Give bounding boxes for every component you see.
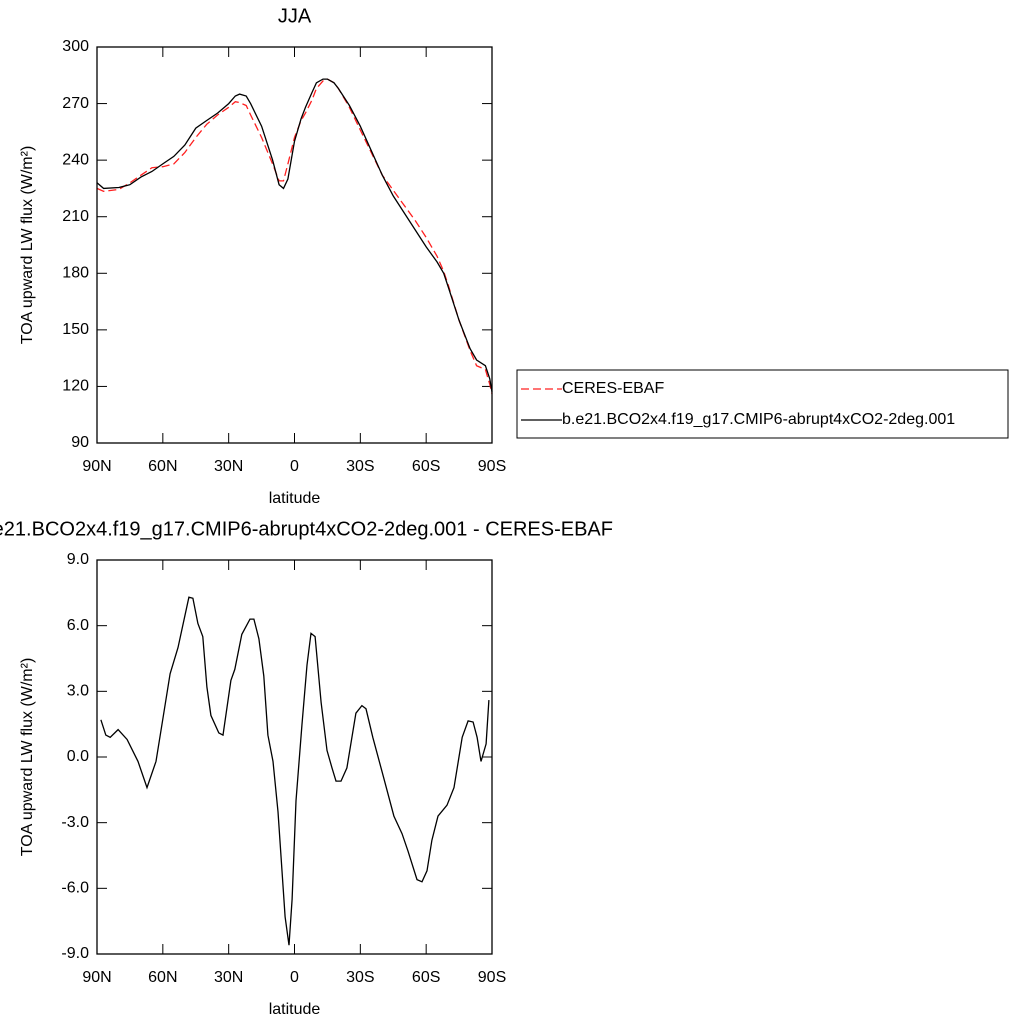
y-tick-label: 240	[62, 151, 89, 168]
x-tick-label: 30S	[346, 458, 374, 475]
plot-frame	[96, 559, 493, 955]
x-tick-label: 60N	[148, 969, 177, 986]
plot-frame	[96, 46, 493, 444]
x-tick-label: 60N	[148, 458, 177, 475]
y-tick-label: 210	[62, 208, 89, 225]
y-tick-label: 9.0	[67, 551, 89, 568]
x-tick-label: 0	[290, 969, 299, 986]
y-axis-label: TOA upward LW flux (W/m²)	[19, 658, 36, 857]
legend-label: CERES-EBAF	[562, 380, 664, 397]
x-tick-label: 90S	[478, 458, 506, 475]
y-tick-label: 0.0	[67, 748, 89, 765]
y-tick-label: 3.0	[67, 683, 89, 700]
x-axis-label: latitude	[269, 490, 321, 507]
data-line	[96, 78, 493, 395]
x-tick-label: 30N	[214, 458, 243, 475]
chart-title: JJA	[278, 5, 312, 27]
y-tick-label: 300	[62, 38, 89, 55]
y-tick-label: -9.0	[61, 945, 89, 962]
x-axis-label: latitude	[269, 1001, 321, 1018]
x-tick-label: 90N	[82, 458, 111, 475]
x-tick-label: 30N	[214, 969, 243, 986]
y-tick-label: 150	[62, 321, 89, 338]
x-tick-label: 30S	[346, 969, 374, 986]
x-tick-label: 90S	[478, 969, 506, 986]
y-tick-label: -6.0	[61, 880, 89, 897]
y-axis-label: TOA upward LW flux (W/m²)	[19, 146, 36, 345]
data-line	[100, 596, 490, 946]
x-tick-label: 90N	[82, 969, 111, 986]
x-tick-label: 60S	[412, 458, 440, 475]
y-tick-label: 6.0	[67, 617, 89, 634]
legend-label: b.e21.BCO2x4.f19_g17.CMIP6-abrupt4xCO2-2…	[562, 411, 955, 428]
y-tick-label: 270	[62, 95, 89, 112]
y-tick-label: 90	[71, 434, 89, 451]
data-line	[96, 78, 493, 393]
chart-title: b.e21.BCO2x4.f19_g17.CMIP6-abrupt4xCO2-2…	[0, 518, 613, 540]
x-tick-label: 60S	[412, 969, 440, 986]
y-tick-label: -3.0	[61, 814, 89, 831]
y-tick-label: 120	[62, 378, 89, 395]
y-tick-label: 180	[62, 265, 89, 282]
legend-box	[516, 369, 1009, 439]
x-tick-label: 0	[290, 458, 299, 475]
